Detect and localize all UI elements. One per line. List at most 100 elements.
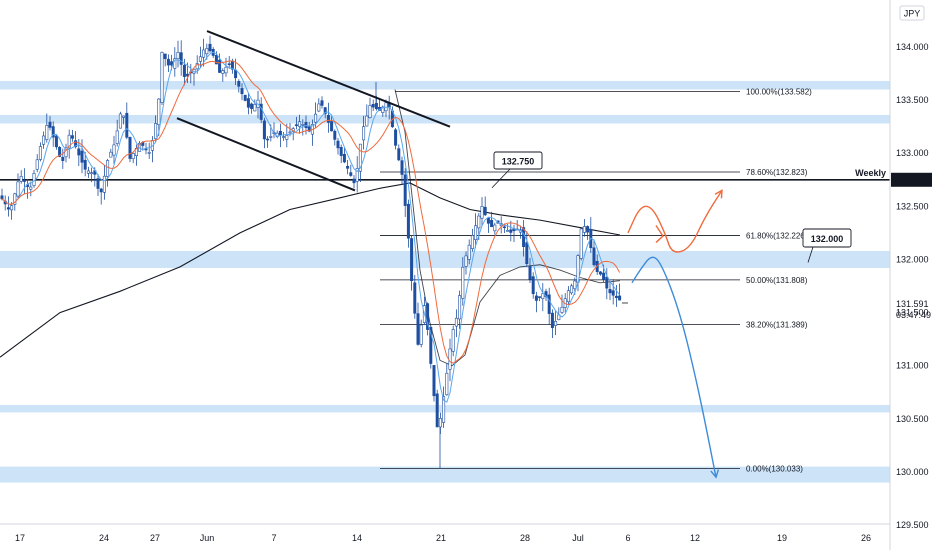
- x-tick-label: 7: [271, 533, 276, 543]
- candle-body: [410, 238, 414, 281]
- channel-upper-line[interactable]: [206, 30, 451, 128]
- candle-body: [477, 215, 481, 229]
- candle-body: [304, 121, 308, 129]
- candle-body: [227, 63, 231, 66]
- candle-body: [285, 135, 289, 140]
- candle-body: [221, 70, 225, 74]
- candle-body: [80, 150, 84, 163]
- bearish-projection-head: [710, 469, 720, 479]
- long-moving-average: [0, 182, 621, 358]
- candle-body: [182, 64, 186, 77]
- y-tick-label: 130.000: [896, 467, 929, 477]
- y-tick-label: 131.500: [896, 308, 929, 318]
- price-callouts[interactable]: 132.750 132.000: [491, 151, 852, 263]
- candle-body: [214, 54, 218, 65]
- candle-body: [406, 203, 410, 239]
- candle-body: [419, 324, 423, 345]
- channel-lower-line[interactable]: [176, 117, 356, 192]
- candle-body: [381, 106, 385, 113]
- currency-badge[interactable]: [899, 5, 925, 21]
- candle-body: [573, 280, 577, 289]
- current-price-label: 131.591: [896, 299, 929, 309]
- candle-body: [323, 107, 327, 115]
- candle-body: [96, 178, 100, 189]
- candle-body: [362, 126, 366, 141]
- candle-body: [397, 148, 401, 161]
- candle-body: [307, 126, 311, 132]
- candle-body: [333, 130, 337, 140]
- medium-moving-average: [394, 89, 621, 367]
- candle-body: [253, 104, 257, 112]
- ma-mid-line: [394, 89, 621, 367]
- candle-body: [51, 126, 55, 138]
- candle-body: [560, 306, 564, 313]
- zone-band: [0, 250, 890, 268]
- callout-box[interactable]: [493, 151, 543, 170]
- candle-body: [179, 52, 183, 65]
- candle-body: [6, 207, 10, 210]
- currency-label: JPY: [904, 9, 921, 19]
- candle-body: [237, 81, 241, 87]
- price-axis[interactable]: 134.000 133.500 133.000 132.500 132.000 131.5…: [889, 0, 929, 550]
- slow-ma-line: [1, 60, 621, 364]
- candle-body: [170, 61, 174, 66]
- candle-body: [163, 53, 167, 59]
- candle-body: [358, 143, 362, 172]
- candle-body: [243, 94, 247, 101]
- fib-label: 50.00%(131.808): [746, 276, 808, 285]
- descending-channel[interactable]: [176, 30, 451, 192]
- candle-body: [77, 148, 81, 156]
- callout-box[interactable]: [802, 228, 852, 248]
- projection-arrows[interactable]: [627, 189, 723, 479]
- weekly-label: Weekly: [855, 168, 886, 178]
- time-axis[interactable]: 17 24 27 Jun 7 14 21 28 Jul 6 12 19 26: [0, 523, 890, 543]
- candle-body: [435, 393, 439, 428]
- bullish-projection-head: [714, 189, 723, 199]
- bullish-projection-path[interactable]: [627, 190, 723, 253]
- candle-body: [355, 168, 359, 182]
- candle-body: [586, 226, 590, 233]
- candle-body: [99, 188, 103, 193]
- x-tick-label: 27: [150, 533, 160, 543]
- candle-body: [269, 136, 273, 138]
- candle-body: [403, 174, 407, 206]
- candle-body: [35, 159, 39, 170]
- candle-body: [125, 112, 129, 138]
- candle-body: [339, 147, 343, 156]
- candle-body: [58, 146, 62, 157]
- candle-body: [86, 170, 90, 174]
- candle-body: [246, 98, 250, 108]
- candle-body: [118, 113, 122, 129]
- candle-body: [464, 255, 468, 267]
- candle-body: [294, 124, 298, 126]
- candle-body: [166, 58, 170, 66]
- candle-body: [205, 48, 209, 55]
- candle-body: [326, 114, 330, 123]
- weekly-price-tag-text: 132.750: [895, 175, 928, 185]
- weekly-level: Weekly 132.750: [0, 168, 932, 187]
- candle-body: [288, 131, 292, 134]
- candle-body: [314, 113, 318, 123]
- x-tick-label: 28: [520, 533, 530, 543]
- candle-body: [346, 165, 350, 169]
- candle-body: [442, 396, 446, 423]
- fast-ma-line: [1, 51, 620, 403]
- candle-body: [371, 104, 375, 108]
- candle-body: [90, 172, 94, 174]
- x-tick-label: 17: [15, 533, 25, 543]
- candle-body: [64, 147, 68, 158]
- candle-body: [611, 290, 615, 296]
- candle-body: [259, 103, 263, 120]
- x-tick-label: 14: [352, 533, 362, 543]
- candle-body: [502, 226, 506, 229]
- candle-body: [474, 225, 478, 240]
- candle-body: [42, 135, 46, 145]
- candle-body: [605, 276, 609, 289]
- candle-body: [592, 247, 596, 266]
- fib-label: 78.60%(132.823): [746, 168, 808, 177]
- candle-body: [122, 115, 126, 118]
- bearish-projection-path[interactable]: [631, 256, 717, 478]
- candle-body: [29, 186, 33, 190]
- fib-label: 0.00%(130.033): [746, 464, 803, 473]
